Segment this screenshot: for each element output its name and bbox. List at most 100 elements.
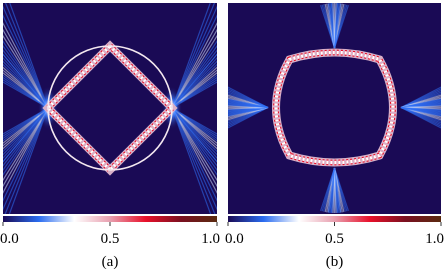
colorbar-tick-label: 1.0	[425, 231, 444, 247]
colorbar-tick-label: 1.0	[201, 231, 220, 247]
beam	[3, 34, 49, 109]
beam	[3, 107, 49, 194]
colorbar	[3, 216, 217, 222]
beam	[3, 81, 49, 109]
beam	[3, 107, 49, 176]
colorbar	[228, 216, 441, 222]
beam	[3, 22, 49, 109]
beam	[171, 40, 217, 109]
beam	[171, 107, 217, 163]
beam	[3, 79, 49, 109]
beam	[171, 49, 217, 109]
beam	[171, 60, 217, 109]
beam	[3, 107, 49, 167]
beam	[171, 66, 217, 109]
beam	[8, 107, 49, 214]
beam	[3, 66, 49, 109]
beam	[171, 107, 216, 214]
beam	[171, 34, 217, 109]
beam	[171, 107, 217, 156]
beam	[171, 28, 217, 109]
beam	[171, 53, 217, 109]
beam	[171, 107, 217, 182]
beam	[3, 107, 49, 182]
beam	[171, 14, 217, 109]
beam	[3, 74, 49, 109]
beam	[3, 107, 49, 144]
beam	[171, 107, 212, 214]
beam	[3, 45, 49, 109]
beam	[171, 107, 217, 153]
beam	[333, 5, 349, 49]
beam	[171, 107, 217, 194]
beam	[171, 107, 217, 150]
beam	[171, 74, 217, 109]
beam	[3, 60, 49, 109]
beam	[3, 107, 49, 171]
beam	[400, 106, 441, 129]
colorbar-tick-label: 0.0	[0, 231, 19, 247]
beam	[171, 107, 217, 147]
beam	[3, 76, 49, 109]
beam	[3, 107, 49, 153]
beam	[171, 107, 217, 176]
beam	[3, 57, 49, 109]
beam	[333, 3, 342, 49]
beam	[228, 98, 269, 109]
beam	[228, 86, 269, 109]
beam	[3, 5, 49, 109]
beam	[171, 107, 217, 140]
colorbar-tick-label: 0.5	[325, 231, 344, 247]
beam	[3, 107, 49, 156]
beam	[171, 107, 217, 167]
beam	[3, 107, 49, 202]
beam	[3, 53, 49, 109]
beam	[171, 107, 217, 202]
beam	[171, 107, 217, 135]
beam	[3, 107, 49, 150]
ring	[45, 43, 175, 173]
beam	[3, 107, 49, 188]
beam	[171, 45, 217, 109]
heatmap-image	[228, 3, 441, 214]
colorbar-tick-label: 0.0	[225, 231, 244, 247]
colorbar-tick-label: 0.5	[101, 231, 120, 247]
beam	[9, 3, 49, 109]
caption: (a)	[102, 254, 119, 270]
beam	[171, 79, 217, 109]
beam	[3, 14, 49, 109]
beam	[171, 107, 217, 137]
circle	[47, 45, 173, 171]
heatmap-bg	[3, 3, 217, 214]
beam	[3, 107, 49, 142]
beam	[171, 107, 217, 159]
beam	[4, 107, 49, 214]
beam	[3, 40, 49, 109]
beam	[3, 63, 49, 109]
ring	[274, 50, 395, 165]
beam	[3, 28, 49, 109]
beam	[171, 107, 217, 144]
beam	[171, 3, 216, 109]
beam	[3, 107, 49, 147]
beam	[171, 63, 217, 109]
beam	[3, 107, 49, 135]
beam	[3, 49, 49, 109]
beam	[3, 107, 49, 137]
beam	[327, 167, 336, 213]
beam	[3, 107, 49, 211]
beam	[400, 106, 441, 117]
beam	[4, 3, 49, 109]
beam	[3, 107, 49, 163]
beam	[171, 76, 217, 109]
caption: (b)	[326, 254, 344, 270]
beam	[320, 167, 336, 211]
beam	[171, 107, 217, 188]
beam	[171, 81, 217, 109]
beam	[171, 72, 217, 109]
beam	[171, 3, 211, 109]
heatmap-image	[3, 3, 217, 214]
beam	[3, 107, 49, 140]
beam	[3, 69, 49, 109]
